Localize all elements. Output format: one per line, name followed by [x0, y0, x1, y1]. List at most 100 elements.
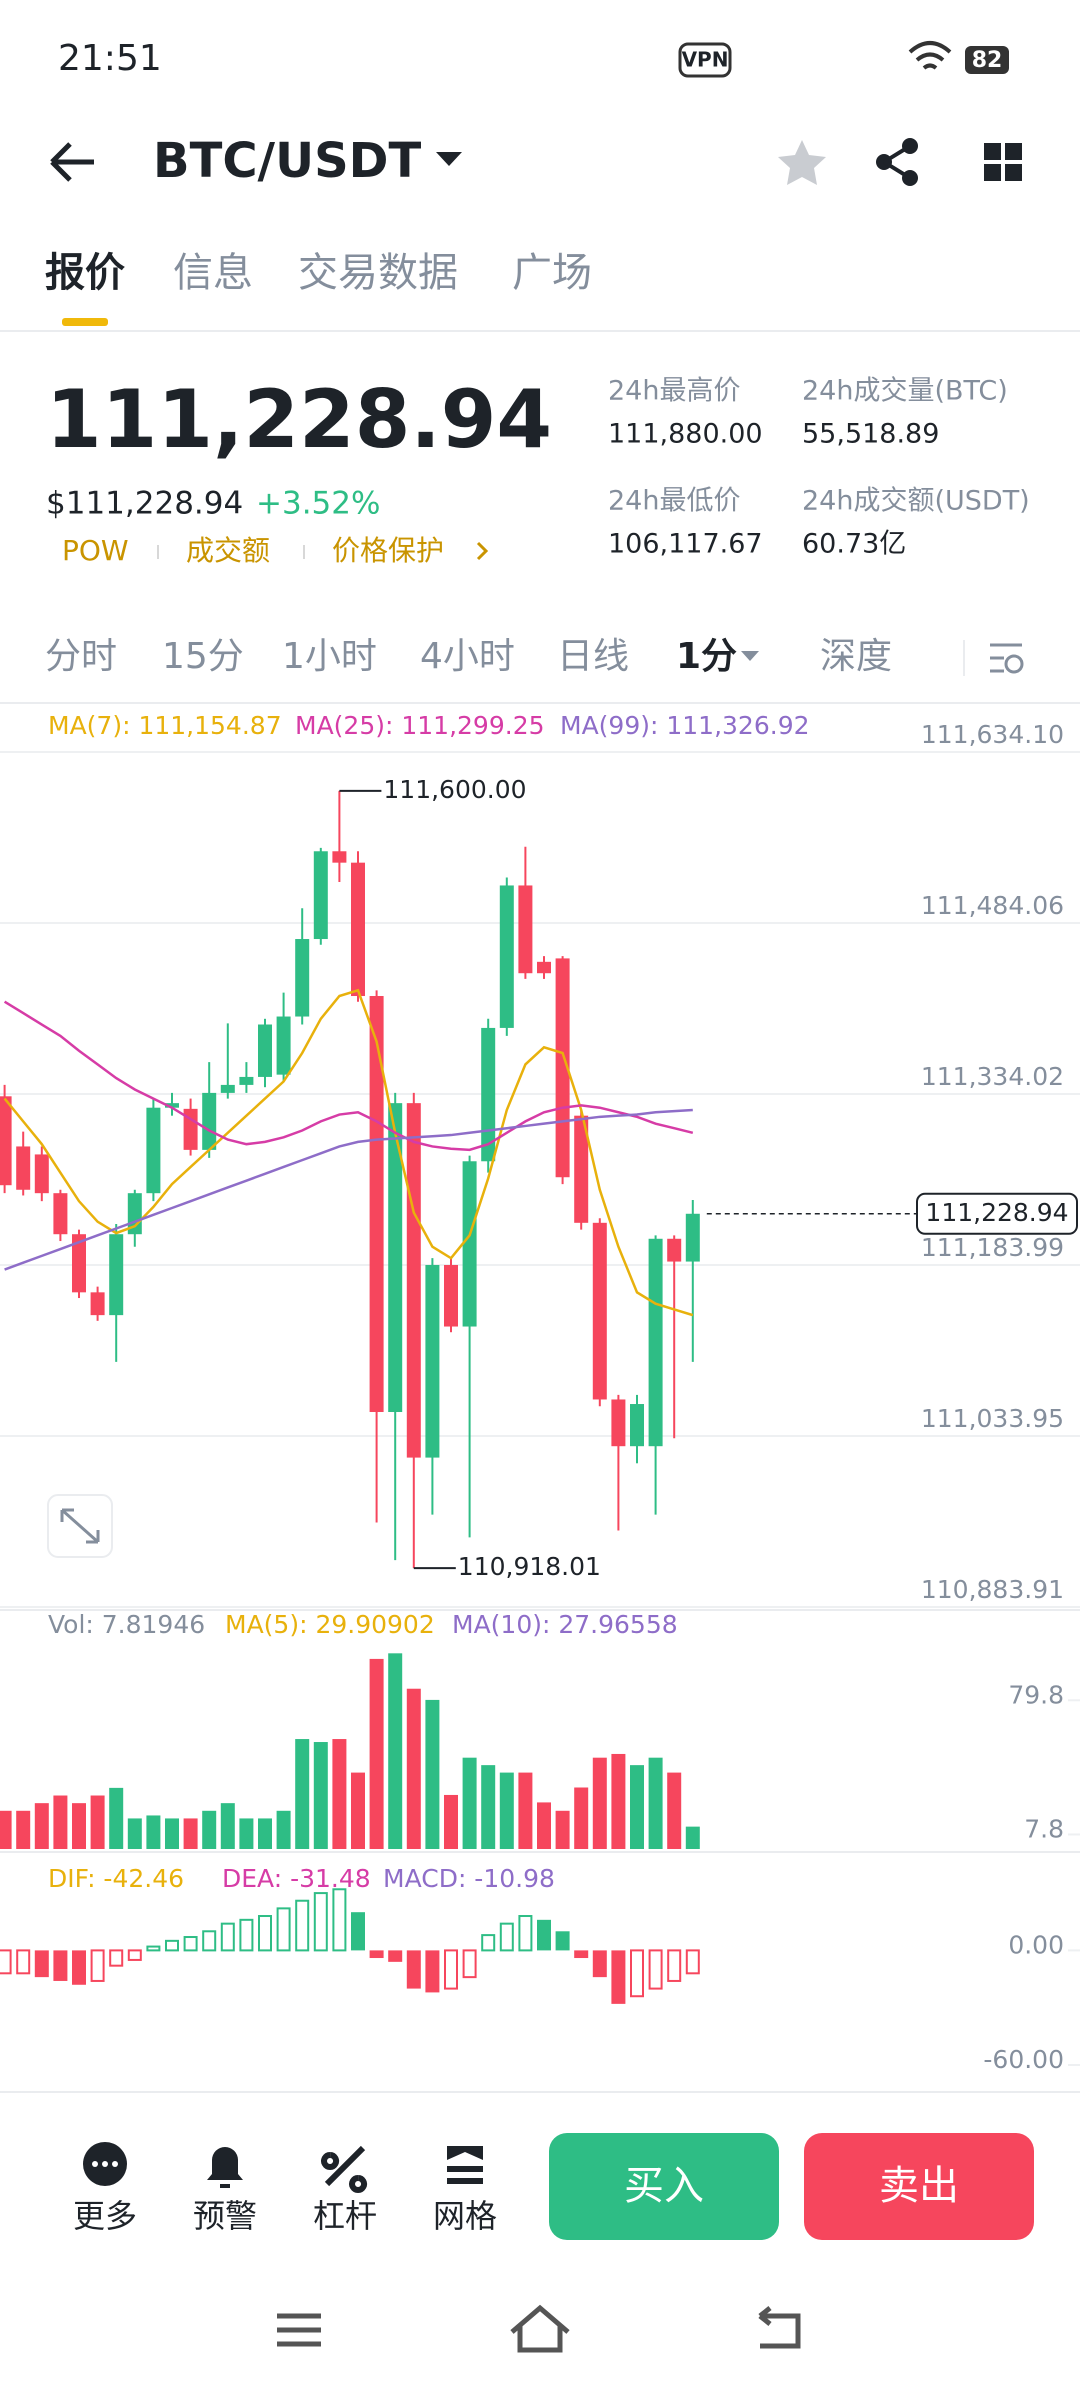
- pane-legend: DIF: -42.46: [48, 1864, 184, 1893]
- candle-body: [481, 1027, 496, 1162]
- ma-legend: MA(7): 111,154.87: [48, 711, 282, 740]
- volume-bar: [388, 1653, 403, 1849]
- ticker-tag[interactable]: 价格保护: [332, 534, 444, 567]
- macd-bar: [425, 1950, 440, 1993]
- candle-body: [220, 1084, 235, 1093]
- interval-dropdown[interactable]: [741, 651, 759, 661]
- interval[interactable]: 4小时: [420, 636, 515, 677]
- interval[interactable]: 分时: [45, 636, 117, 677]
- volume-bar: [611, 1753, 626, 1849]
- favorite-star[interactable]: [778, 140, 826, 185]
- leverage-icon[interactable]: [321, 2145, 368, 2193]
- candle-body: [574, 1115, 589, 1223]
- macd-bar: [592, 1950, 607, 1978]
- candle-body: [258, 1024, 272, 1077]
- alert-icon[interactable]: [207, 2147, 243, 2188]
- buy-button[interactable]: [549, 2133, 779, 2240]
- y-tick-label: 111,033.95: [921, 1404, 1064, 1433]
- candle-body: [276, 1016, 291, 1075]
- candle-body: [295, 939, 310, 1017]
- more-icon[interactable]: [83, 2142, 127, 2186]
- ticker-tag[interactable]: POW: [62, 534, 129, 567]
- y-tick-label: -60.00: [983, 2045, 1064, 2074]
- interval[interactable]: 1小时: [282, 636, 377, 677]
- action-label[interactable]: 杠杆: [313, 2197, 377, 2235]
- volume-bar: [630, 1765, 644, 1849]
- pane-legend: MA(10): 27.96558: [452, 1610, 678, 1639]
- macd-bar: [146, 1945, 161, 1952]
- macd-bar: [685, 1949, 700, 1975]
- nav-menu[interactable]: [277, 2313, 321, 2347]
- candle-body: [165, 1103, 179, 1108]
- volume-bar: [462, 1757, 477, 1849]
- active-tab-indicator: [62, 318, 108, 326]
- pane-title: Vol: 7.81946: [48, 1610, 205, 1639]
- candle-body: [630, 1404, 644, 1447]
- volume-bar: [34, 1803, 49, 1849]
- ma-legend: MA(25): 111,299.25: [295, 711, 545, 740]
- y-tick-label: 111,334.02: [921, 1062, 1064, 1091]
- interval[interactable]: 日线: [557, 636, 629, 677]
- volume-bar: [518, 1772, 533, 1849]
- sell-label[interactable]: 卖出: [879, 2163, 959, 2209]
- last-price-label: 111,228.94: [925, 1198, 1068, 1227]
- volume-bar: [499, 1772, 514, 1849]
- nav-back[interactable]: [758, 2306, 801, 2349]
- pane-legend: MACD: -10.98: [383, 1864, 555, 1893]
- grid-icon[interactable]: [447, 2146, 483, 2184]
- buy-label[interactable]: 买入: [624, 2163, 704, 2209]
- back-button[interactable]: [50, 142, 94, 182]
- macd-bar: [667, 1949, 682, 1982]
- macd-bar: [202, 1930, 217, 1952]
- macd-bar: [388, 1950, 403, 1962]
- volume-bar: [592, 1757, 607, 1849]
- nav-home[interactable]: [510, 2304, 570, 2353]
- tab[interactable]: 报价: [45, 250, 125, 296]
- stat-value: 111,880.00: [608, 419, 763, 450]
- pane-legend: DEA: -31.48: [222, 1864, 371, 1893]
- macd-bar: [165, 1939, 179, 1952]
- volume-bar: [351, 1772, 365, 1849]
- candle-body: [388, 1103, 403, 1413]
- macd-bar: [258, 1915, 272, 1952]
- volume-bar: [127, 1818, 142, 1849]
- action-label[interactable]: 更多: [73, 2197, 137, 2235]
- macd-bar: [351, 1912, 365, 1951]
- macd-bar: [462, 1949, 477, 1979]
- macd-bar: [16, 1949, 31, 1975]
- share-icon[interactable]: [876, 138, 918, 186]
- y-tick-label: 111,183.99: [921, 1233, 1064, 1262]
- action-label[interactable]: 预警: [193, 2197, 257, 2235]
- chart-settings[interactable]: [990, 643, 1024, 674]
- volume-bar: [183, 1818, 198, 1849]
- ticker-tag[interactable]: 成交额: [186, 534, 270, 567]
- expand-button[interactable]: [47, 1494, 113, 1558]
- y-tick-label: 111,634.10: [921, 720, 1064, 749]
- volume-bar: [53, 1795, 68, 1849]
- volume-bar: [648, 1757, 663, 1849]
- volume-bar: [202, 1810, 217, 1849]
- tab[interactable]: 信息: [173, 250, 253, 296]
- action-label[interactable]: 网格: [433, 2197, 497, 2235]
- sell-button[interactable]: [804, 2133, 1034, 2240]
- interval[interactable]: 深度: [820, 636, 892, 677]
- interval[interactable]: 15分: [162, 636, 244, 677]
- y-tick-label: 111,484.06: [921, 891, 1064, 920]
- candle-body: [202, 1092, 217, 1150]
- layout-icon[interactable]: [984, 143, 1022, 181]
- macd-bar: [53, 1950, 68, 1981]
- candle-body: [90, 1292, 105, 1316]
- interval[interactable]: 1分: [676, 636, 737, 677]
- tab[interactable]: 交易数据: [298, 250, 458, 296]
- macd-bar: [444, 1949, 458, 1990]
- tab[interactable]: 广场: [512, 250, 592, 296]
- pair-dropdown[interactable]: [436, 152, 462, 166]
- stat-value: 55,518.89: [802, 419, 939, 450]
- volume-bar: [72, 1803, 86, 1849]
- y-tick-label: 7.8: [1024, 1814, 1064, 1843]
- pair-title[interactable]: BTC/USDT: [153, 133, 421, 189]
- volume-bar: [220, 1803, 235, 1849]
- candle-body: [425, 1264, 440, 1458]
- battery: [965, 46, 1009, 74]
- candle-body: [667, 1238, 682, 1262]
